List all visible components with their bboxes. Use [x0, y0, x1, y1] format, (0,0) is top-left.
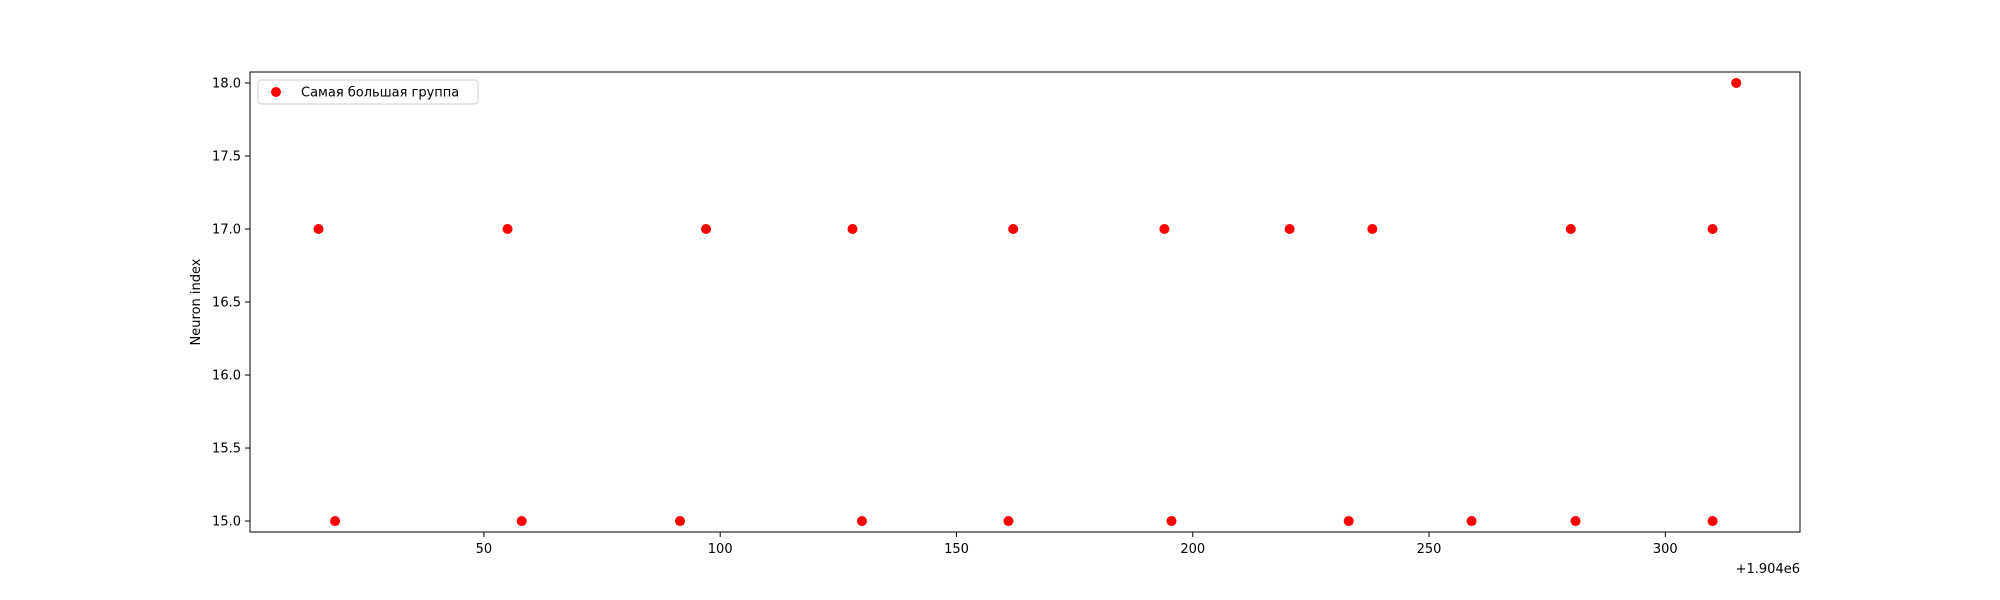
data-point	[701, 223, 712, 234]
x-tick-label: 50	[476, 542, 493, 557]
data-point	[1466, 516, 1477, 527]
data-point	[1707, 516, 1718, 527]
data-point	[1166, 516, 1177, 527]
x-axis: 50 100 150 200 250 300	[476, 532, 1678, 557]
x-offset-label: +1.904e6	[1736, 562, 1800, 577]
y-axis: 15.0 15.5 16.0 16.5 17.0 17.5 18.0	[212, 76, 250, 530]
plot-area	[250, 72, 1800, 532]
x-tick-label: 300	[1653, 542, 1678, 557]
y-tick-label: 16.5	[212, 296, 241, 311]
data-point	[1003, 516, 1014, 527]
x-tick-label: 100	[708, 542, 733, 557]
y-tick-label: 15.5	[212, 442, 241, 457]
data-point	[1731, 77, 1742, 88]
data-point	[1570, 516, 1581, 527]
data-point	[1343, 516, 1354, 527]
x-tick-label: 250	[1417, 542, 1442, 557]
y-tick-label: 17.5	[212, 149, 241, 164]
data-point	[1565, 223, 1576, 234]
legend-label: Самая большая группа	[301, 86, 459, 101]
y-tick-label: 16.0	[212, 369, 241, 384]
legend-box	[257, 79, 479, 105]
data-point	[856, 516, 867, 527]
data-point	[1008, 223, 1019, 234]
data-point	[330, 516, 341, 527]
data-point	[1707, 223, 1718, 234]
data-point	[516, 516, 527, 527]
y-tick-label: 15.0	[212, 515, 241, 530]
data-point	[847, 223, 858, 234]
data-point	[1367, 223, 1378, 234]
x-tick-label: 150	[944, 542, 969, 557]
x-tick-label: 200	[1180, 542, 1205, 557]
y-axis-label: Neuron index	[189, 258, 204, 345]
data-point	[1284, 223, 1295, 234]
data-point	[502, 223, 513, 234]
y-tick-label: 17.0	[212, 222, 241, 237]
data-point	[675, 516, 686, 527]
y-tick-label: 18.0	[212, 76, 241, 91]
data-point	[1159, 223, 1170, 234]
legend: Самая большая группа	[257, 79, 479, 105]
data-points	[313, 77, 1742, 527]
legend-marker	[271, 87, 281, 97]
data-point	[313, 223, 324, 234]
